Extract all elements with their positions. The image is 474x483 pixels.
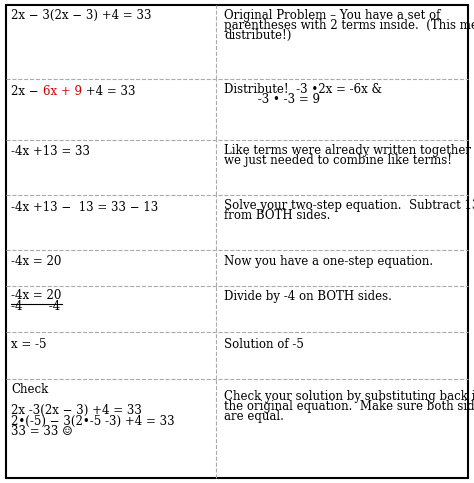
Text: -4x +13 = 33: -4x +13 = 33 — [11, 145, 91, 158]
Text: Check your solution by substituting back into: Check your solution by substituting back… — [224, 390, 474, 403]
Text: -4x = 20: -4x = 20 — [11, 289, 62, 302]
Text: Now you have a one-step equation.: Now you have a one-step equation. — [224, 255, 433, 268]
Text: 2x -3(2x − 3) +4 = 33: 2x -3(2x − 3) +4 = 33 — [11, 404, 142, 417]
Text: 2•(-5) − 3(2•-5 -3) +4 = 33: 2•(-5) − 3(2•-5 -3) +4 = 33 — [11, 415, 175, 428]
Text: the original equation.  Make sure both sides: the original equation. Make sure both si… — [224, 400, 474, 413]
Text: +4 = 33: +4 = 33 — [82, 85, 135, 98]
Text: Check: Check — [11, 383, 49, 396]
Text: Original Problem – You have a set of: Original Problem – You have a set of — [224, 9, 440, 22]
Text: 33 = 33 ☺: 33 = 33 ☺ — [11, 426, 73, 439]
Text: Distribute!  -3 •2x = -6x &: Distribute! -3 •2x = -6x & — [224, 83, 382, 96]
Text: 2x −: 2x − — [11, 85, 43, 98]
Text: parentheses with 2 terms inside.  (This means: parentheses with 2 terms inside. (This m… — [224, 19, 474, 32]
Text: 6x + 9: 6x + 9 — [43, 85, 82, 98]
Text: are equal.: are equal. — [224, 410, 284, 423]
Text: -4x = 20: -4x = 20 — [11, 255, 62, 268]
Text: -3 • -3 = 9: -3 • -3 = 9 — [224, 93, 320, 106]
Text: 2x − 3(2x − 3) +4 = 33: 2x − 3(2x − 3) +4 = 33 — [11, 9, 152, 22]
Text: -4x +13 −  13 = 33 − 13: -4x +13 − 13 = 33 − 13 — [11, 200, 159, 213]
Text: Divide by -4 on BOTH sides.: Divide by -4 on BOTH sides. — [224, 290, 392, 303]
Text: -4       -4: -4 -4 — [11, 300, 61, 313]
Text: x = -5: x = -5 — [11, 338, 47, 351]
Text: Like terms were already written together – so: Like terms were already written together… — [224, 143, 474, 156]
Text: from BOTH sides.: from BOTH sides. — [224, 209, 330, 222]
Text: Solution of -5: Solution of -5 — [224, 338, 304, 351]
Text: distribute!): distribute!) — [224, 29, 292, 42]
Text: Solve your two-step equation.  Subtract 13: Solve your two-step equation. Subtract 1… — [224, 199, 474, 212]
Text: we just needed to combine like terms!: we just needed to combine like terms! — [224, 154, 452, 167]
